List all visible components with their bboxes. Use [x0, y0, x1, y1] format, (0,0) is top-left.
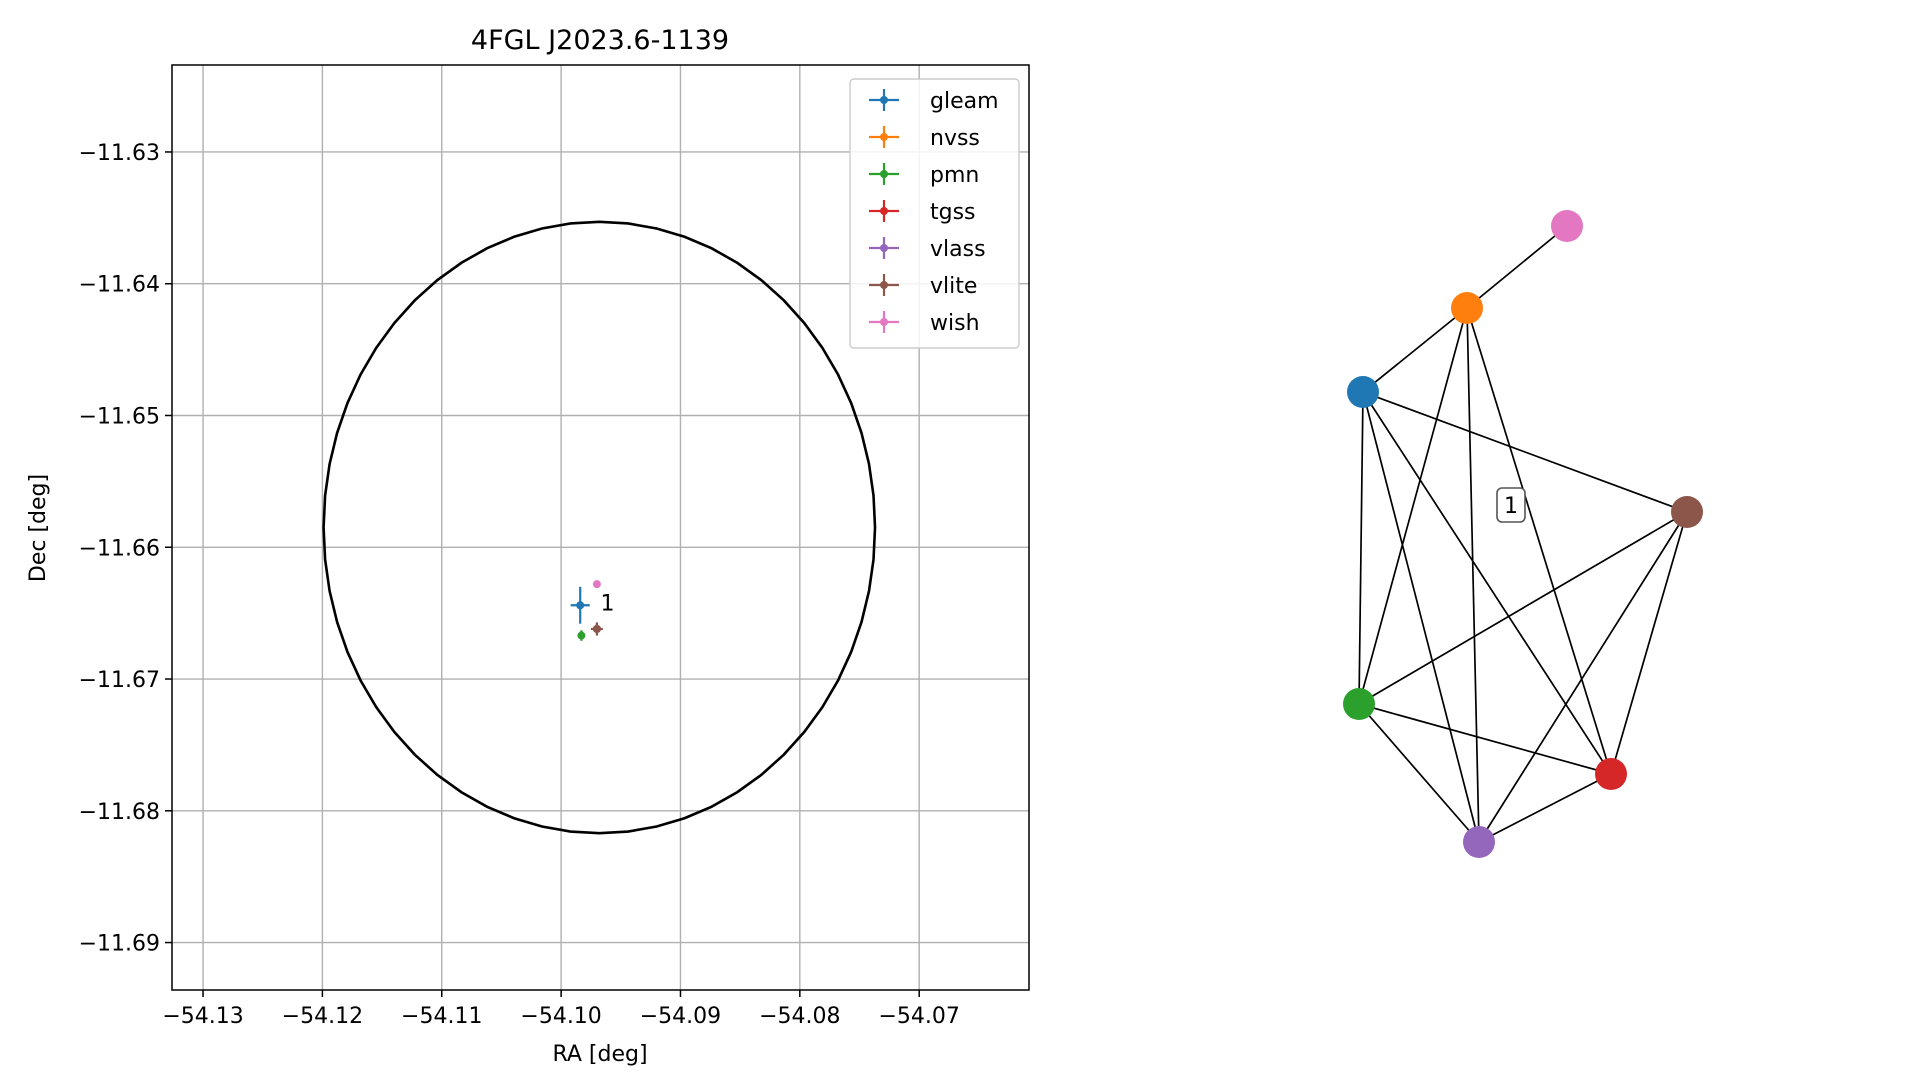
edge-nvss-tgss [1466, 307, 1612, 775]
legend-item-gleam: gleam [869, 89, 999, 114]
y-tick-label: −11.64 [79, 273, 160, 298]
x-tick-label: −54.08 [759, 1004, 840, 1029]
legend-label: vlite [930, 274, 977, 299]
y-tick-label: −11.63 [79, 141, 160, 166]
localization-ellipse [322, 220, 877, 835]
x-tick-label: −54.11 [401, 1004, 482, 1029]
legend-swatch-marker [880, 244, 888, 252]
legend-item-tgss: tgss [869, 200, 976, 225]
legend-item-vlass: vlass [869, 237, 986, 262]
edge-gleam-pmn [1358, 391, 1364, 705]
cluster-label-box [1496, 487, 1526, 523]
edge-gleam-vlass [1362, 391, 1480, 843]
node-wish [1551, 210, 1583, 242]
x-tick-label: −54.10 [520, 1004, 601, 1029]
edge-vlass-tgss [1478, 773, 1612, 843]
edge-nvss-gleam [1362, 307, 1468, 393]
point-vlite [590, 622, 603, 636]
legend-item-pmn: pmn [869, 163, 979, 188]
edge-pmn-tgss [1358, 703, 1612, 775]
edge-gleam-tgss [1362, 391, 1612, 775]
grid [172, 65, 1029, 990]
edge-pmn-vlass [1358, 703, 1480, 843]
x-tick-label: −54.12 [282, 1004, 363, 1029]
point-annotation: 1 [601, 592, 615, 617]
edge-gleam-vlite [1362, 391, 1688, 513]
x-tick-label: −54.09 [640, 1004, 721, 1029]
y-tick-label: −11.67 [79, 668, 160, 693]
y-tick-label: −11.68 [79, 800, 160, 825]
marker [576, 601, 585, 610]
y-tick-label: −11.66 [79, 536, 160, 561]
axes-frame [171, 64, 1030, 991]
marker [577, 631, 586, 640]
y-axis-ticks: −11.63 −11.64 −11.65 −11.66 −11.67 −11.68 −11.… [79, 141, 172, 957]
plot-title: 4FGL J2023.6-1139 [471, 25, 729, 56]
sky-position-plot: 4FGL J2023.6-1139 1 −54.13 −54.12 −54.11 −5… [26, 25, 1030, 1067]
edge-nvss-pmn [1358, 307, 1468, 705]
cluster-label-text: 1 [1504, 494, 1518, 519]
legend-swatch-marker [880, 96, 888, 104]
graph-nodes [1343, 210, 1703, 858]
node-vlass [1463, 826, 1495, 858]
legend-item-wish: wish [869, 311, 980, 336]
node-vlite [1671, 496, 1703, 528]
x-axis-label: RA [deg] [552, 1042, 647, 1067]
legend-label: gleam [930, 89, 999, 114]
node-nvss [1451, 292, 1483, 324]
y-axis-label: Dec [deg] [26, 474, 51, 582]
edge-wish-nvss [1466, 225, 1568, 309]
association-graph: 1 [1343, 210, 1703, 858]
annotations: 1 [601, 592, 615, 617]
edge-pmn-vlite [1358, 511, 1688, 705]
x-axis-ticks: −54.13 −54.12 −54.11 −54.10 −54.09 −54.08 −54.… [162, 990, 960, 1029]
legend-swatch-marker [880, 207, 888, 215]
legend: gleam nvss pmn tgss vlass vlite wish [849, 78, 1020, 349]
legend-item-vlite: vlite [869, 274, 977, 299]
source-points [570, 580, 603, 641]
legend-label: nvss [930, 126, 980, 151]
legend-swatch-marker [880, 281, 888, 289]
legend-label: vlass [930, 237, 986, 262]
edge-nvss-vlass [1466, 307, 1480, 843]
legend-swatch-marker [880, 133, 888, 141]
edge-vlass-vlite [1478, 511, 1688, 843]
marker [592, 624, 601, 633]
legend-item-nvss: nvss [869, 126, 980, 151]
error-ellipse [322, 220, 877, 835]
node-pmn [1343, 688, 1375, 720]
graph-edges [1358, 225, 1688, 843]
x-tick-label: −54.07 [878, 1004, 959, 1029]
point-wish [592, 580, 601, 589]
marker [592, 580, 601, 589]
legend-label: wish [930, 311, 980, 336]
y-tick-label: −11.65 [79, 404, 160, 429]
legend-swatch-marker [880, 170, 888, 178]
legend-label: pmn [930, 163, 979, 188]
legend-swatch-marker [880, 318, 888, 326]
point-gleam [570, 586, 590, 624]
y-tick-label: −11.69 [79, 932, 160, 957]
legend-box [849, 78, 1020, 349]
cluster-label: 1 [1496, 487, 1526, 523]
edge-tgss-vlite [1610, 511, 1688, 775]
node-gleam [1347, 376, 1379, 408]
node-tgss [1595, 758, 1627, 790]
x-tick-label: −54.13 [162, 1004, 243, 1029]
point-pmn [577, 630, 586, 641]
legend-label: tgss [930, 200, 976, 225]
